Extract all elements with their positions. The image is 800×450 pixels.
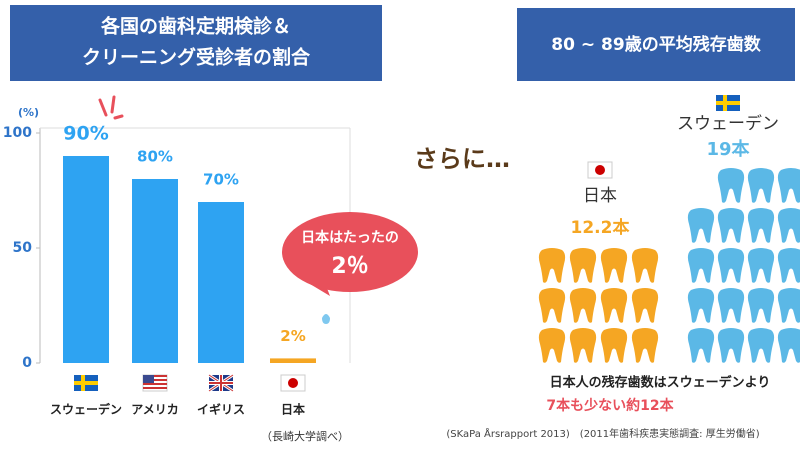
tooth (777, 208, 800, 243)
tooth (747, 288, 775, 323)
title-box (10, 5, 382, 81)
callout-text: 日本はたったの (301, 229, 399, 246)
annotation: 7本も少ない約12本 (546, 397, 674, 414)
bar (270, 358, 316, 363)
tooth (717, 248, 745, 283)
tooth (687, 328, 715, 363)
flags (74, 95, 740, 393)
annotation: 日本人の残存歯数はスウェーデンより (550, 375, 771, 391)
tooth (538, 248, 566, 283)
tooth (538, 328, 566, 363)
x-tick-label: アメリカ (131, 403, 178, 417)
tooth (631, 288, 659, 323)
tooth (687, 288, 715, 323)
tooth (717, 208, 745, 243)
tooth (600, 248, 628, 283)
tooth (687, 248, 715, 283)
y-tick-label: 100 (3, 125, 32, 141)
tooth (631, 248, 659, 283)
tooth (687, 208, 715, 243)
x-tick-label: スウェーデン (50, 402, 122, 417)
tooth (777, 288, 800, 323)
tooth (777, 168, 800, 203)
category-label: 日本 (583, 186, 617, 206)
y-axis-label: (%) (18, 106, 39, 119)
tooth (777, 248, 800, 283)
bar (63, 156, 109, 363)
tooth (777, 328, 800, 363)
source: （長崎大学調べ） (261, 429, 349, 443)
tooth (717, 168, 745, 203)
transition-text: さらに… (414, 145, 510, 173)
value-label: 90% (63, 123, 108, 145)
value-label: 12.2本 (571, 217, 630, 238)
chart-title: 各国の歯科定期検診＆ (100, 15, 291, 38)
value-label: 2% (280, 327, 305, 345)
tooth (717, 328, 745, 363)
value-label: 19本 (706, 138, 749, 160)
tooth-group (687, 168, 800, 363)
y-tick-label: 0 (22, 355, 32, 371)
tooth-group (538, 248, 659, 363)
tooth (717, 288, 745, 323)
value-label: 70% (203, 171, 239, 189)
tooth (569, 288, 597, 323)
tooth (747, 248, 775, 283)
x-tick-label: イギリス (197, 402, 245, 417)
y-tick-label: 50 (13, 240, 33, 256)
chart-title: クリーニング受診者の割合 (82, 46, 311, 69)
tooth (747, 168, 775, 203)
value-label: 80% (137, 148, 173, 166)
tooth (747, 208, 775, 243)
callout-text: 2％ (331, 254, 368, 279)
tooth (569, 328, 597, 363)
bar (198, 202, 244, 363)
x-tick-label: 日本 (281, 402, 305, 417)
callout (282, 212, 418, 292)
category-label: スウェーデン (677, 113, 779, 134)
source: (SKaPa Årsrapport 2013) (2011年歯科疾患実態調査: … (446, 427, 759, 440)
tooth (600, 328, 628, 363)
title-box (517, 8, 795, 81)
tooth (569, 248, 597, 283)
tooth (538, 288, 566, 323)
tooth (631, 328, 659, 363)
accent (98, 95, 124, 120)
chart-title: 80 ~ 89歳の平均残存歯数 (551, 34, 761, 55)
drop (322, 314, 330, 324)
tooth (600, 288, 628, 323)
tooth (747, 328, 775, 363)
bar (132, 179, 178, 363)
